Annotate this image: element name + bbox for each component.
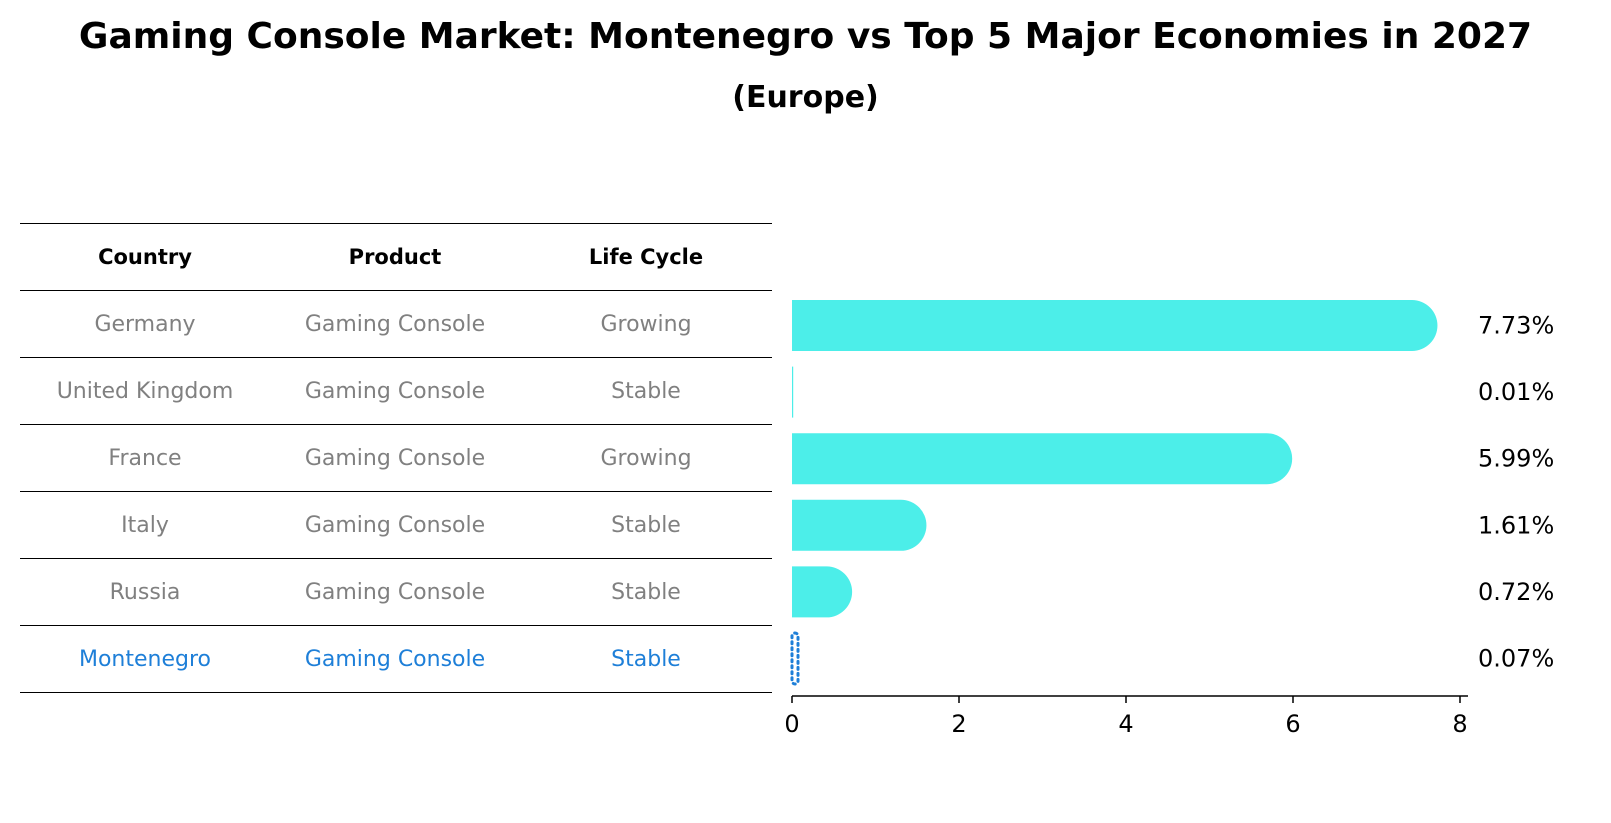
- cell-product: Gaming Console: [270, 625, 520, 693]
- x-tick-label: 4: [1118, 710, 1133, 738]
- chart-title: Gaming Console Market: Montenegro vs Top…: [78, 16, 1533, 57]
- cell-country: France: [20, 424, 270, 492]
- value-label-russia: 0.72%: [1478, 578, 1554, 606]
- bar-germany: [792, 300, 1438, 351]
- cell-product: Gaming Console: [270, 491, 520, 559]
- value-label-france: 5.99%: [1478, 445, 1554, 473]
- table-row: Russia Gaming Console Stable: [20, 558, 772, 626]
- x-tick-label: 6: [1285, 710, 1300, 738]
- table-header-row: Country Product Life Cycle: [20, 223, 772, 291]
- x-tick-label: 2: [951, 710, 966, 738]
- cell-product: Gaming Console: [270, 290, 520, 358]
- cell-product: Gaming Console: [270, 424, 520, 492]
- bar-russia: [792, 566, 853, 618]
- cell-country: Italy: [20, 491, 270, 559]
- value-label-germany: 7.73%: [1478, 312, 1554, 340]
- header-life-cycle: Life Cycle: [520, 223, 772, 291]
- table-row: France Gaming Console Growing: [20, 424, 772, 492]
- bar-italy: [792, 499, 927, 551]
- cell-life-cycle: Growing: [520, 290, 772, 358]
- header-product: Product: [270, 223, 520, 291]
- bar-montenegro: [790, 631, 800, 686]
- cell-country: Montenegro: [20, 625, 270, 693]
- cell-life-cycle: Growing: [520, 424, 772, 492]
- header-country: Country: [20, 223, 270, 291]
- country-table: Country Product Life Cycle Germany Gamin…: [20, 223, 772, 693]
- cell-country: Russia: [20, 558, 270, 626]
- value-label-united-kingdom: 0.01%: [1478, 378, 1554, 406]
- cell-life-cycle: Stable: [520, 357, 772, 425]
- value-label-montenegro: 0.07%: [1478, 645, 1554, 673]
- cell-country: United Kingdom: [20, 357, 270, 425]
- x-tick-label: 0: [784, 710, 799, 738]
- cell-life-cycle: Stable: [520, 558, 772, 626]
- table-row: United Kingdom Gaming Console Stable: [20, 357, 772, 425]
- table-row: Italy Gaming Console Stable: [20, 491, 772, 559]
- bar-france: [792, 433, 1293, 485]
- bar-united-kingdom: [792, 366, 794, 418]
- x-tick-label: 8: [1452, 710, 1467, 738]
- cell-product: Gaming Console: [270, 558, 520, 626]
- cell-life-cycle: Stable: [520, 625, 772, 693]
- table-row: Germany Gaming Console Growing: [20, 290, 772, 358]
- cell-country: Germany: [20, 290, 270, 358]
- cell-life-cycle: Stable: [520, 491, 772, 559]
- value-label-italy: 1.61%: [1478, 511, 1554, 539]
- table-row-highlight: Montenegro Gaming Console Stable: [20, 625, 772, 693]
- cell-product: Gaming Console: [270, 357, 520, 425]
- chart-subtitle: (Europe): [732, 80, 879, 115]
